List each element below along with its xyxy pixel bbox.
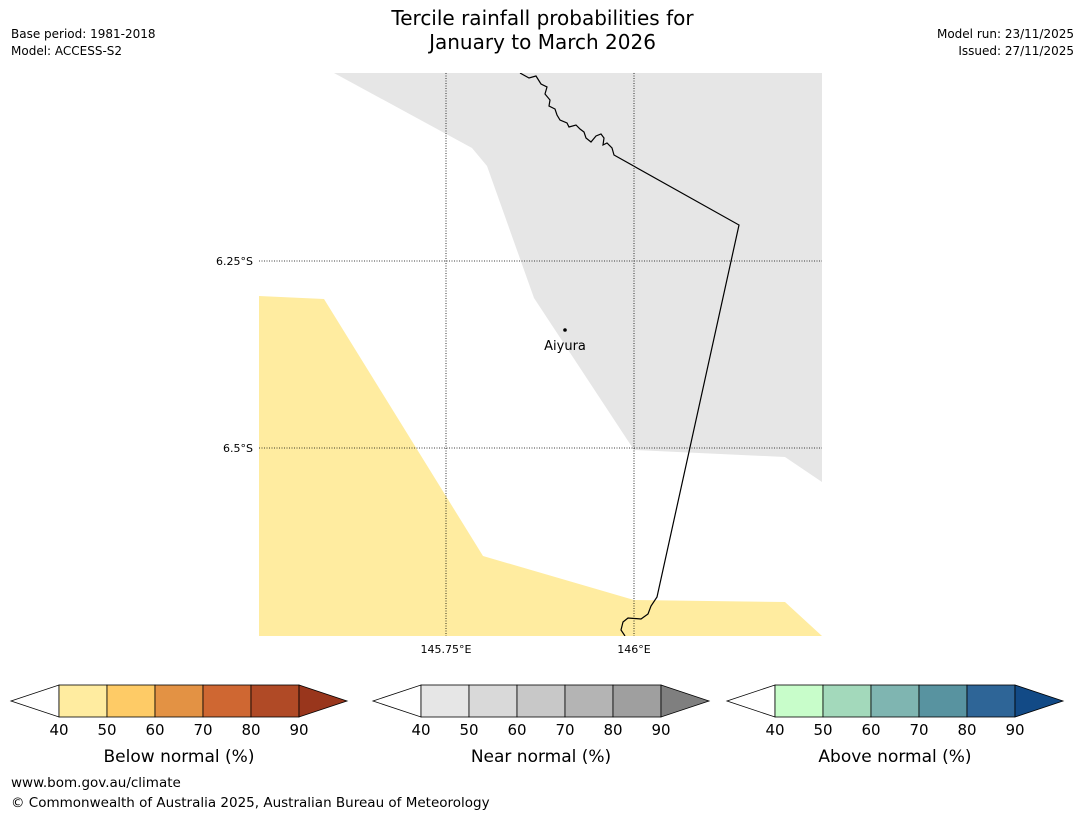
below-normal-extend-high (298, 684, 349, 718)
above-normal-tick-label: 50 (813, 721, 832, 739)
below-normal-tick-label: 90 (289, 721, 308, 739)
above-normal-tick-label: 90 (1005, 721, 1024, 739)
above-normal-swatch (822, 684, 872, 718)
country-border (519, 73, 740, 636)
aiyura-label: Aiyura (544, 339, 586, 354)
below-normal-swatch (58, 684, 108, 718)
above-normal-tick-label: 70 (909, 721, 928, 739)
lat-label-6-25s: 6.25°S (216, 255, 253, 268)
below-normal-swatch (202, 684, 252, 718)
below-normal-swatch (106, 684, 156, 718)
below-normal-label: Below normal (%) (104, 747, 255, 767)
footer-url: www.bom.gov.au/climate (11, 775, 181, 791)
near-normal-tick-label: 40 (411, 721, 430, 739)
below-normal-swatch (250, 684, 300, 718)
near-normal-swatch (420, 684, 470, 718)
above-normal-swatch (918, 684, 968, 718)
near-normal-label: Near normal (%) (471, 747, 611, 767)
lon-label-146e: 146°E (617, 643, 650, 656)
above-normal-swatch (870, 684, 920, 718)
near-normal-tick-label: 50 (459, 721, 478, 739)
near-normal-tick-label: 60 (507, 721, 526, 739)
legend-below-normal: 40 50 60 70 80 90 Below normal (%) (9, 684, 349, 767)
meta-right: Model run: 23/11/2025 Issued: 27/11/2025 (937, 26, 1074, 60)
below-normal-tick-label: 40 (49, 721, 68, 739)
near-normal-swatch (468, 684, 518, 718)
lat-label-6-5s: 6.5°S (223, 442, 253, 455)
footer-copyright: © Commonwealth of Australia 2025, Austra… (11, 795, 490, 811)
near-normal-extend-high (660, 684, 711, 718)
meta-left: Base period: 1981-2018 Model: ACCESS-S2 (11, 26, 156, 60)
model-run-text: Model run: 23/11/2025 (936, 27, 1074, 41)
above-normal-tick-label: 80 (957, 721, 976, 739)
model-text: Model: ACCESS-S2 (11, 44, 123, 58)
issued-text: Issued: 27/11/2025 (958, 44, 1074, 58)
title-line-1: Tercile rainfall probabilities for (391, 6, 694, 30)
below-normal-region (259, 296, 822, 636)
forecast-map: Aiyura 6.25°S 6.5°S 145.75°E 146°E (216, 73, 822, 656)
below-normal-swatch (154, 684, 204, 718)
above-normal-label: Above normal (%) (818, 747, 971, 767)
above-normal-extend-low (725, 684, 776, 718)
base-period-text: Base period: 1981-2018 (11, 27, 156, 41)
near-normal-swatch (564, 684, 614, 718)
near-normal-swatch (612, 684, 662, 718)
legend-above-normal: 40 50 60 70 80 90 Above normal (%) (725, 684, 1065, 767)
below-normal-tick-label: 70 (193, 721, 212, 739)
title-line-2: January to March 2026 (429, 30, 656, 54)
legend-near-normal: 40 50 60 70 80 90 Near normal (%) (371, 684, 711, 767)
lon-label-145-75e: 145.75°E (421, 643, 472, 656)
near-normal-tick-label: 70 (555, 721, 574, 739)
map-title: Tercile rainfall probabilities for Janua… (0, 6, 1085, 54)
near-normal-tick-label: 90 (651, 721, 670, 739)
above-normal-extend-high (1014, 684, 1065, 718)
aiyura-marker (563, 328, 567, 332)
near-normal-region (334, 73, 822, 482)
near-normal-swatch (516, 684, 566, 718)
near-normal-extend-low (371, 684, 422, 718)
below-normal-extend-low (9, 684, 60, 718)
above-normal-swatch (774, 684, 824, 718)
near-normal-tick-label: 80 (603, 721, 622, 739)
below-normal-tick-label: 50 (97, 721, 116, 739)
above-normal-swatch (966, 684, 1016, 718)
below-normal-tick-label: 80 (241, 721, 260, 739)
above-normal-tick-label: 60 (861, 721, 880, 739)
above-normal-tick-label: 40 (765, 721, 784, 739)
below-normal-tick-label: 60 (145, 721, 164, 739)
